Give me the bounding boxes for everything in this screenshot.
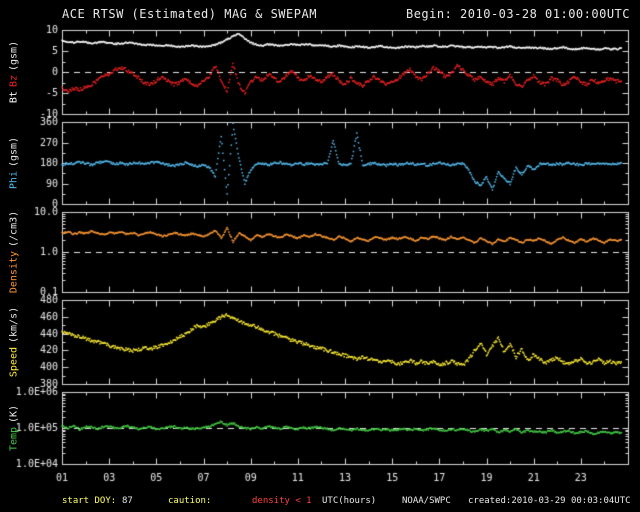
speed-unit-label: (km/s) [8,306,20,344]
y-axis-label-phi: Phi (gsm) [9,135,20,191]
caution-value: density < 1 [252,496,312,506]
phi-series-label: Phi [8,171,20,190]
caution-label: caution: [168,496,212,506]
y-axis-label-mag: Bt Bz (gsm) [9,39,20,105]
phi-unit-label: (gsm) [8,136,20,168]
y-axis-label-speed: Speed (km/s) [9,305,20,379]
agency-label: NOAA/SWPC [402,496,451,506]
bt-series-label: Bt [8,91,20,104]
bz-series-label: Bz [8,75,20,88]
start-doy-value: 87 [122,496,133,506]
density-unit-label: (/cm3) [8,210,20,247]
start-doy-label: start DOY: [62,496,117,506]
y-axis-label-density: Density (/cm3) [9,209,20,295]
temp-unit-label: (K) [8,404,20,423]
density-series-label: Density [8,250,20,294]
x-axis-title: UTC(hours) [322,496,377,506]
speed-series-label: Speed [8,347,20,378]
y-axis-label-temp: Temp (K) [9,403,20,453]
mag-unit-label: (gsm) [8,40,20,72]
temp-series-label: Temp [8,426,20,452]
begin-timestamp: Begin: 2010-03-28 01:00:00UTC [405,7,630,21]
created-timestamp: created:2010-03-29 00:03:04UTC [468,496,631,506]
page-title: ACE RTSW (Estimated) MAG & SWEPAM [62,7,317,21]
